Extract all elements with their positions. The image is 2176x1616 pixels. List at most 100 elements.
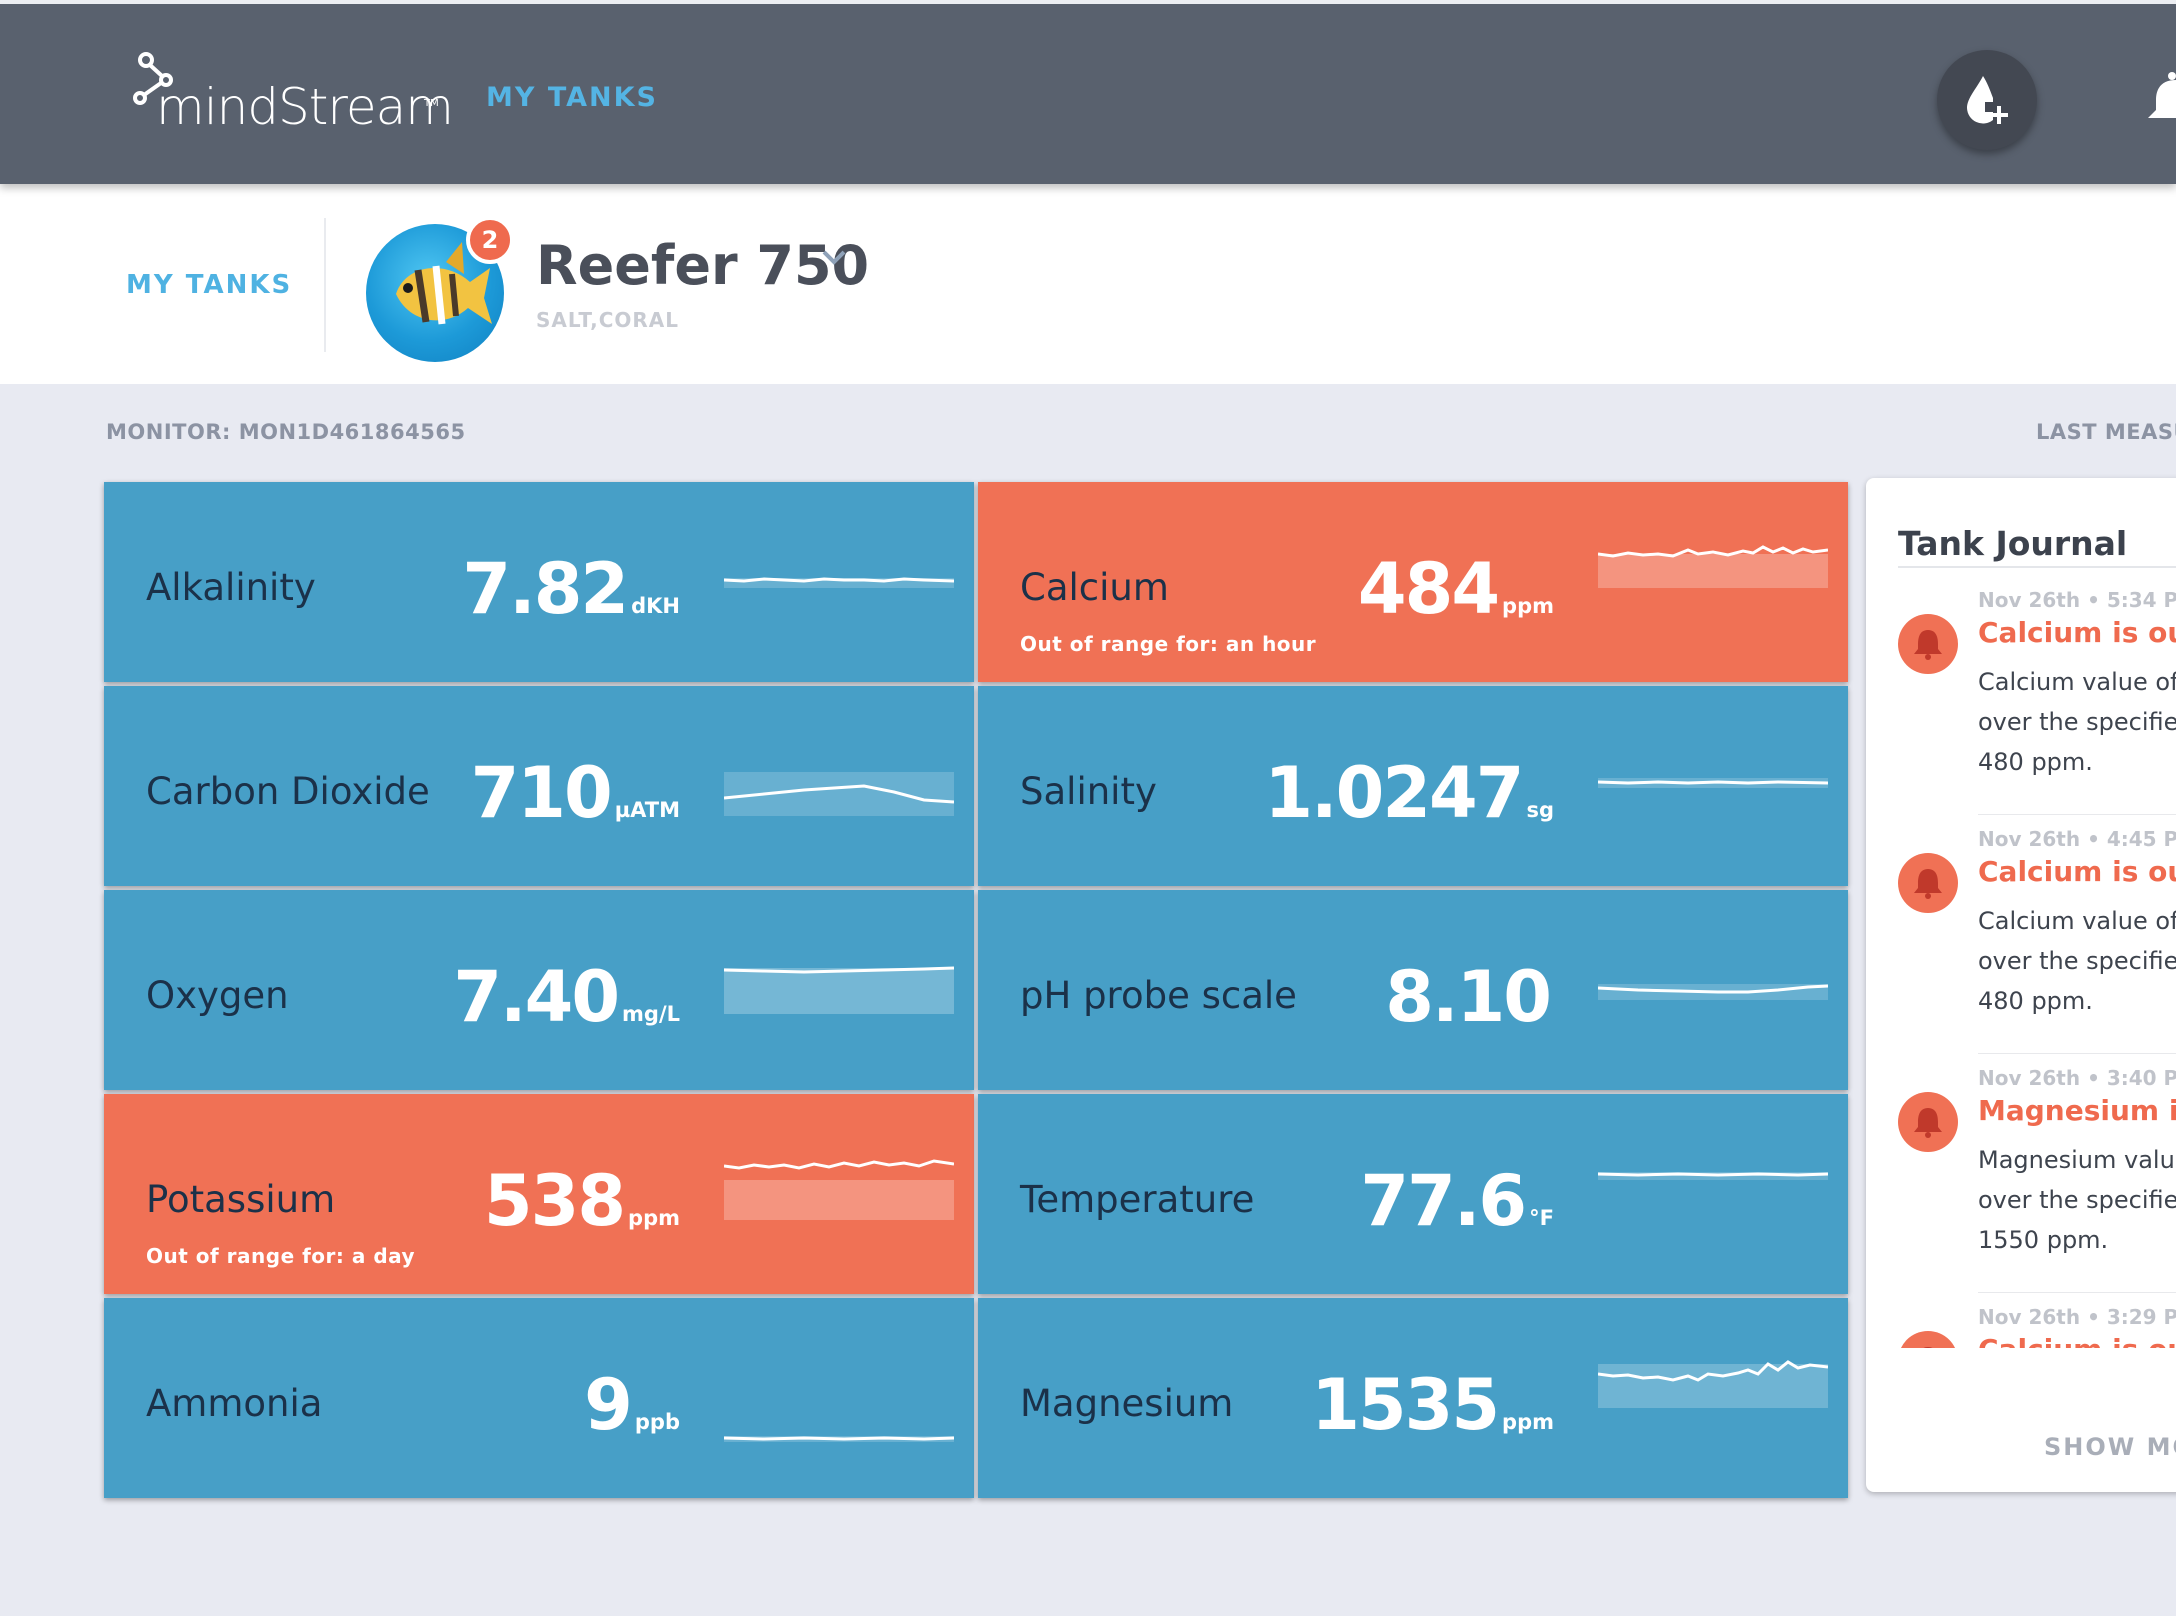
- parameter-value: 77.6 °F: [1360, 1160, 1554, 1242]
- value-number: 9: [584, 1364, 633, 1446]
- entry-title[interactable]: Magnesium is: [1978, 1094, 2176, 1127]
- alert-bell: [1898, 1331, 1958, 1348]
- tile-oxygen[interactable]: Oxygen 7.40 mg/L: [104, 890, 974, 1090]
- last-measured-label: LAST MEASU: [2036, 420, 2176, 444]
- entry-title[interactable]: Calcium is out: [1978, 1333, 2176, 1348]
- journal-title: Tank Journal: [1898, 524, 2128, 563]
- chevron-down-icon[interactable]: [822, 250, 846, 266]
- divider: [1978, 1053, 2176, 1054]
- tank-journal-panel: Tank Journal Nov 26th • 5:34 PM Calcium …: [1866, 478, 2176, 1492]
- add-dose-button[interactable]: [1937, 50, 2037, 150]
- journal-list[interactable]: Nov 26th • 5:34 PM Calcium is out Calciu…: [1866, 588, 2176, 1348]
- parameter-name: Alkalinity: [146, 566, 316, 609]
- parameter-name: Magnesium: [1020, 1382, 1234, 1425]
- value-unit: ppb: [634, 1410, 680, 1434]
- my-tanks-link[interactable]: MY TANKS: [126, 270, 293, 300]
- parameter-value: 484 ppm: [1358, 548, 1554, 630]
- alert-bell: [1898, 1092, 1958, 1152]
- parameter-name: Salinity: [1020, 770, 1157, 813]
- parameter-value: 1.0247 sg: [1264, 752, 1554, 834]
- sparkline: [1598, 1360, 1828, 1408]
- journal-entry[interactable]: Nov 26th • 3:29 PM Calcium is out: [1866, 1305, 2176, 1348]
- entry-time: Nov 26th • 3:29 PM: [1978, 1305, 2176, 1329]
- sparkline-trend: [724, 1159, 954, 1170]
- journal-entry[interactable]: Nov 26th • 4:45 PM Calcium is out Calciu…: [1866, 827, 2176, 1066]
- value-number: 484: [1357, 548, 1500, 630]
- tile-calcium[interactable]: Calcium Out of range for: an hour 484 ppm: [978, 482, 1848, 682]
- value-unit: ppm: [1502, 1410, 1554, 1434]
- sparkline: [1598, 1172, 1828, 1180]
- value-unit: ppm: [628, 1206, 680, 1230]
- sparkline: [724, 577, 954, 588]
- parameter-name: Oxygen: [146, 974, 289, 1017]
- parameter-grid: Alkalinity 7.82 dKH Calcium Out of range …: [104, 482, 1848, 1498]
- tile-alkalinity[interactable]: Alkalinity 7.82 dKH: [104, 482, 974, 682]
- parameter-name: pH probe scale: [1020, 974, 1297, 1017]
- entry-title[interactable]: Calcium is out: [1978, 855, 2176, 888]
- divider: [1978, 814, 2176, 815]
- entry-time: Nov 26th • 5:34 PM: [1978, 588, 2176, 612]
- brand-logo[interactable]: mindStream TM: [130, 50, 454, 140]
- out-of-range-text: Out of range for: a day: [146, 1244, 416, 1268]
- tile-potassium[interactable]: Potassium Out of range for: a day 538 ppm: [104, 1094, 974, 1294]
- sparkline-trend: [1598, 780, 1828, 785]
- parameter-value: 9 ppb: [584, 1364, 680, 1446]
- sparkline: [724, 966, 954, 1014]
- parameter-name: Temperature: [1020, 1178, 1255, 1221]
- entry-body: Magnesium value over the specified 1550 …: [1978, 1146, 2176, 1254]
- sparkline-trend: [1598, 1172, 1828, 1177]
- parameter-value: 7.40 mg/L: [453, 956, 680, 1038]
- parameter-value: 710 µATM: [471, 752, 680, 834]
- sparkline: [724, 1436, 954, 1442]
- sparkline: [1598, 545, 1828, 588]
- journal-entry[interactable]: Nov 26th • 3:40 PM Magnesium is Magnesiu…: [1866, 1066, 2176, 1305]
- sparkline-trend: [724, 784, 954, 804]
- tile-salinity[interactable]: Salinity 1.0247 sg: [978, 686, 1848, 886]
- tank-name[interactable]: Reefer 750: [536, 234, 870, 297]
- tile-ammonia[interactable]: Ammonia 9 ppb: [104, 1298, 974, 1498]
- nav-my-tanks[interactable]: MY TANKS: [486, 82, 659, 113]
- sparkline-trend: [724, 966, 954, 974]
- bell-icon: [1914, 630, 1942, 660]
- parameter-value: 1535 ppm: [1311, 1364, 1554, 1446]
- value-number: 7.40: [453, 956, 620, 1038]
- tank-header: MY TANKS 2 Reefer 750 SALT,CORAL: [0, 184, 2176, 384]
- journal-entry[interactable]: Nov 26th • 5:34 PM Calcium is out Calciu…: [1866, 588, 2176, 827]
- parameter-name: Ammonia: [146, 1382, 323, 1425]
- sparkline: [1598, 778, 1828, 788]
- entry-time: Nov 26th • 3:40 PM: [1978, 1066, 2176, 1090]
- sparkline-trend: [724, 577, 954, 583]
- value-number: 1.0247: [1264, 752, 1524, 834]
- tile-ph-probe-scale[interactable]: pH probe scale 8.10: [978, 890, 1848, 1090]
- brand-trademark: TM: [424, 98, 439, 109]
- value-number: 8.10: [1385, 956, 1552, 1038]
- entry-body: Calcium value of over the specified 480 …: [1978, 907, 2176, 1015]
- entry-body: Calcium value of over the specified 480 …: [1978, 668, 2176, 776]
- show-more-button[interactable]: SHOW MORE: [2044, 1433, 2176, 1461]
- sparkline: [724, 1159, 954, 1220]
- sparkline-trend: [1598, 545, 1828, 558]
- fish-icon: [396, 242, 492, 325]
- value-unit: °F: [1529, 1206, 1554, 1230]
- tile-magnesium[interactable]: Magnesium 1535 ppm: [978, 1298, 1848, 1498]
- parameter-name: Calcium: [1020, 566, 1169, 609]
- value-number: 1535: [1311, 1364, 1500, 1446]
- value-number: 77.6: [1360, 1160, 1527, 1242]
- monitor-id: MONITOR: MON1D461864565: [106, 420, 466, 444]
- entry-time: Nov 26th • 4:45 PM: [1978, 827, 2176, 851]
- parameter-value: 7.82 dKH: [462, 548, 680, 630]
- value-unit: µATM: [614, 798, 680, 822]
- parameter-value: 538 ppm: [484, 1160, 680, 1242]
- notification-badge: 2: [466, 216, 514, 264]
- tile-carbon-dioxide[interactable]: Carbon Dioxide 710 µATM: [104, 686, 974, 886]
- bell-icon: [1914, 1108, 1942, 1138]
- divider: [324, 218, 326, 352]
- value-unit: dKH: [631, 594, 680, 618]
- value-unit: mg/L: [622, 1002, 680, 1026]
- entry-title[interactable]: Calcium is out: [1978, 616, 2176, 649]
- value-number: 7.82: [462, 548, 629, 630]
- bell-icon[interactable]: [2138, 70, 2176, 126]
- divider: [1898, 566, 2176, 568]
- tile-temperature[interactable]: Temperature 77.6 °F: [978, 1094, 1848, 1294]
- value-unit: sg: [1526, 798, 1554, 822]
